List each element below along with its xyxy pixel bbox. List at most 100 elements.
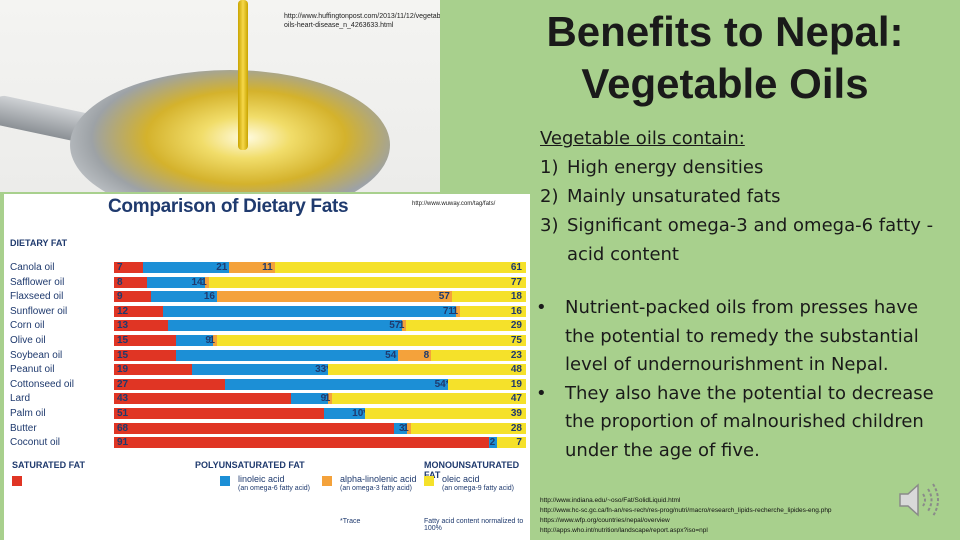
data-label: 12 xyxy=(117,305,129,317)
category-label-coconut-oil: Coconut oil xyxy=(10,437,61,449)
bar-corn-oil-lin: 57 xyxy=(167,320,403,332)
bar-flaxseed-oil-ole: 18 xyxy=(451,291,526,303)
speaker-icon[interactable] xyxy=(894,474,946,526)
benefit-bullets: • Nutrient-packed oils from presses have… xyxy=(536,294,952,465)
bar-soybean-oil-ole: 23 xyxy=(431,349,526,361)
category-label-soybean-oil: Soybean oil xyxy=(10,349,63,361)
reference-link[interactable]: http://www.hc-sc.gc.ca/fn-an/res-rech/re… xyxy=(540,507,832,514)
data-label: 1 xyxy=(209,335,215,346)
data-label: 21 xyxy=(216,262,228,273)
data-label: 13 xyxy=(117,320,129,332)
data-label: 57 xyxy=(389,320,401,332)
bar-lard-lin: 9 xyxy=(291,393,329,405)
legend-label-linoleic: linoleic acid xyxy=(238,474,285,484)
bar-row-canola-oil: 7 21 11 61 xyxy=(114,262,526,273)
data-label: 43 xyxy=(117,393,129,405)
data-label: 54 xyxy=(385,349,397,361)
list-item-number: 1) xyxy=(540,157,559,178)
reference-link[interactable]: http://apps.who.int/nutrition/landscape/… xyxy=(540,527,708,534)
data-label: 9 xyxy=(117,291,123,303)
data-label: 1 xyxy=(201,276,207,288)
data-label: 57 xyxy=(438,291,450,303)
bar-row-sunflower-oil: 12 71 1 16 xyxy=(114,305,526,317)
trace-marker: * xyxy=(326,364,330,375)
legend-swatch-saturated xyxy=(12,476,22,486)
bar-palm-oil-sat: 51 xyxy=(114,408,325,419)
bar-peanut-oil-ole: 48 xyxy=(328,364,526,376)
category-label-canola-oil: Canola oil xyxy=(10,262,55,273)
data-label: 54 xyxy=(434,378,446,390)
bullet-icon: • xyxy=(536,382,547,404)
oil-spoon-photo: http://www.huffingtonpost.com/2013/11/12… xyxy=(0,0,440,192)
reference-link[interactable]: http://www.indiana.edu/~oso/Fat/SolidLiq… xyxy=(540,497,681,504)
data-label: 71 xyxy=(442,305,454,317)
legend-group-polyunsaturated: POLYUNSATURATED FAT xyxy=(195,460,305,470)
bar-coconut-oil-sat: 91 xyxy=(114,437,489,449)
category-label-lard: Lard xyxy=(10,393,31,405)
bar-row-coconut-oil: 91 2 7 xyxy=(114,437,526,449)
category-header: DIETARY FAT xyxy=(10,238,68,248)
category-label-olive-oil: Olive oil xyxy=(10,335,46,346)
data-label: 27 xyxy=(117,378,129,390)
bar-olive-oil-ala: 1 xyxy=(209,335,217,346)
bullet-item: • Nutrient-packed oils from presses have… xyxy=(536,294,952,380)
reference-links: http://www.indiana.edu/~oso/Fat/SolidLiq… xyxy=(540,496,832,536)
data-label: 51 xyxy=(117,408,129,419)
list-item: 2) Mainly unsaturated fats xyxy=(540,182,950,211)
bar-olive-oil-lin: 9 xyxy=(175,335,213,346)
data-label: 77 xyxy=(510,276,522,288)
bullet-icon: • xyxy=(536,297,547,318)
data-label: 18 xyxy=(510,291,522,303)
bar-soybean-oil-lin: 54 xyxy=(175,349,399,361)
bar-cottonseed-oil-sat: 27 xyxy=(114,378,226,390)
bar-olive-oil-ole: 75 xyxy=(216,335,526,346)
data-label: 15 xyxy=(117,349,129,361)
data-label: 16 xyxy=(203,291,215,303)
data-label: 2 xyxy=(489,437,496,449)
legend-label-oleic: oleic acid xyxy=(442,474,480,484)
data-label: 15 xyxy=(117,335,129,346)
bar-row-soybean-oil: 15 54 8 23 xyxy=(114,349,526,361)
reference-link[interactable]: https://www.wfp.org/countries/nepal/over… xyxy=(540,517,670,524)
data-label: 8 xyxy=(423,349,430,361)
data-label: 1 xyxy=(452,305,459,317)
bar-lard-sat: 43 xyxy=(114,393,292,405)
data-label: 75 xyxy=(510,335,522,346)
bar-canola-oil-ala: 11 xyxy=(229,262,275,273)
bar-butter-sat: 68 xyxy=(114,422,395,434)
legend-note-oleic: (an omega-9 fatty acid) xyxy=(442,485,514,492)
bar-row-palm-oil: 51 10* 39 xyxy=(114,408,526,419)
bar-olive-oil-sat: 15 xyxy=(114,335,176,346)
chart-source-url[interactable]: http://www.wuway.com/tag/fats/ xyxy=(412,201,496,207)
legend-group-monounsaturated: MONOUNSATURATED FAT xyxy=(424,460,520,480)
legend-label-alpha-linolenic: alpha-linolenic acid xyxy=(340,474,417,484)
category-label-sunflower-oil: Sunflower oil xyxy=(10,305,68,317)
bar-row-butter: 68 3 1 28 xyxy=(114,422,526,434)
bar-sunflower-oil-sat: 12 xyxy=(114,305,164,317)
bar-safflower-oil-ala: 1 xyxy=(201,276,209,288)
bar-corn-oil-ole: 29 xyxy=(406,320,526,332)
legend-note-linoleic: (an omega-6 fatty acid) xyxy=(238,485,310,492)
bar-soybean-oil-ala: 8 xyxy=(398,349,432,361)
list-item-text: Significant omega-3 and omega-6 fatty -a… xyxy=(567,215,934,265)
photo-source-url[interactable]: http://www.huffingtonpost.com/2013/11/12… xyxy=(284,13,440,29)
trace-marker: * xyxy=(446,379,450,390)
data-label: 8 xyxy=(117,276,123,288)
bar-canola-oil-sat: 7 xyxy=(114,262,143,273)
bar-butter-ala: 1 xyxy=(403,422,411,434)
list-item-text: Mainly unsaturated fats xyxy=(567,186,781,207)
data-label: 23 xyxy=(510,349,522,361)
bar-soybean-oil-sat: 15 xyxy=(114,349,176,361)
bar-sunflower-oil-ole: 16 xyxy=(460,305,526,317)
data-label: 16 xyxy=(510,305,522,317)
list-item: 1) High energy densities xyxy=(540,153,950,182)
bullet-text: They also have the potential to decrease… xyxy=(565,382,934,461)
data-label: 11 xyxy=(262,262,273,273)
category-label-flaxseed-oil: Flaxseed oil xyxy=(10,291,64,303)
bar-coconut-oil-lin: 2 xyxy=(488,437,498,449)
bar-canola-oil-lin: 21 xyxy=(142,262,230,273)
category-label-safflower-oil: Safflower oil xyxy=(10,276,65,288)
data-label: 7 xyxy=(117,262,123,273)
normalized-footnote: Fatty acid content normalized to 100% xyxy=(424,518,524,532)
bar-coconut-oil-ole: 7 xyxy=(497,437,526,449)
